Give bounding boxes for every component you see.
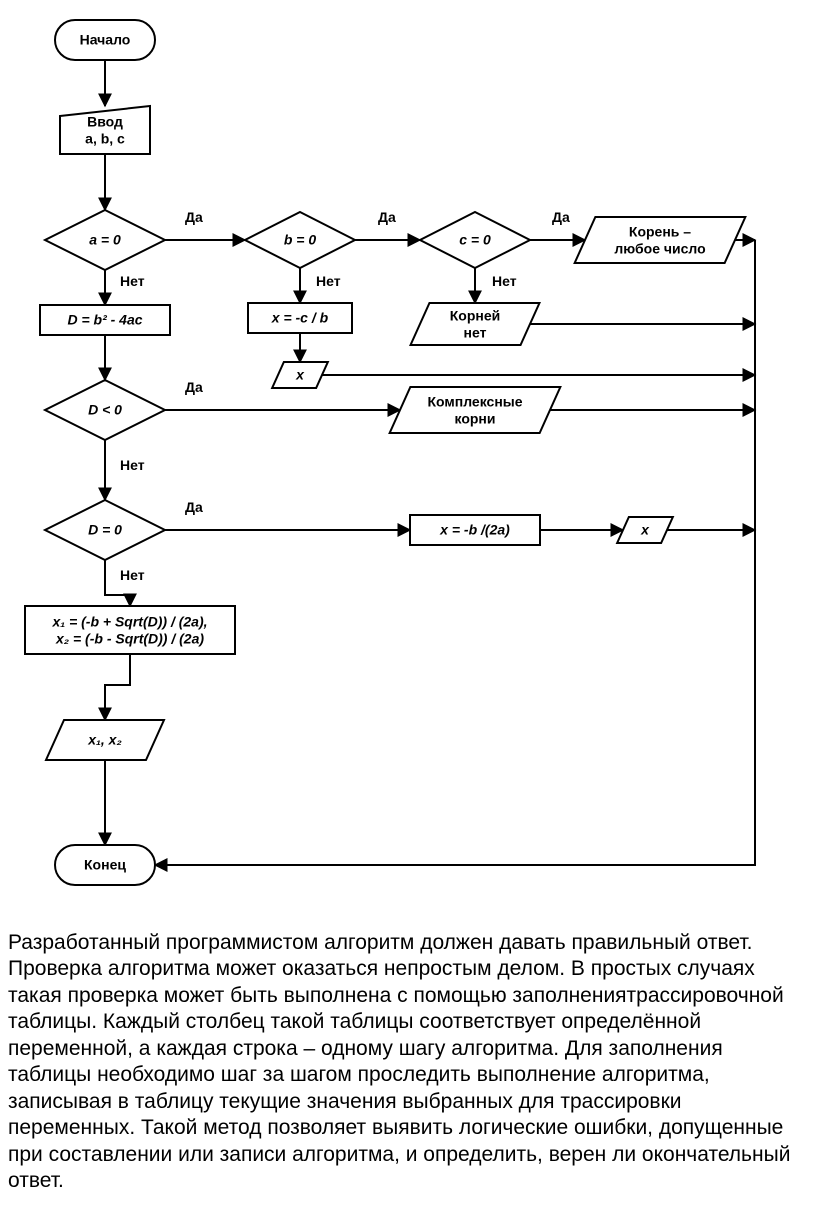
edge-label: Нет [316,273,341,289]
svg-text:x₁ = (-b + Sqrt(D)) / (2a),: x₁ = (-b + Sqrt(D)) / (2a), [51,614,207,630]
svg-text:D = b² - 4ac: D = b² - 4ac [67,312,142,328]
svg-text:нет: нет [464,325,487,341]
node-disc: D = b² - 4ac [40,305,170,335]
node-roots: x₁ = (-b + Sqrt(D)) / (2a),x₂ = (-b - Sq… [25,606,235,654]
svg-text:x: x [295,367,305,383]
node-xcb: x = -c / b [248,303,352,333]
edge-roots-outx12 [105,654,130,720]
svg-text:Корней: Корней [450,308,501,324]
svg-text:a, b, c: a, b, c [85,131,125,147]
edge-label: Да [378,209,396,225]
svg-text:c = 0: c = 0 [459,232,491,248]
svg-text:Корень –: Корень – [629,224,691,240]
flowchart-svg: Да Нет Да Нет Да Нет Да Нет Да Нет Начало Вводa, b,… [0,0,816,930]
node-complex: Комплексныекорни [390,387,561,433]
svg-text:Начало: Начало [80,32,131,48]
edge-label: Нет [120,567,145,583]
node-outx1: x [272,362,328,388]
svg-text:x = -c / b: x = -c / b [271,310,329,326]
node-deq0: D = 0 [45,500,165,560]
svg-text:b = 0: b = 0 [284,232,317,248]
edge-label: Нет [120,457,145,473]
node-noroot: Корнейнет [411,303,540,345]
edge-label: Нет [492,273,517,289]
svg-text:Ввод: Ввод [87,114,123,130]
node-outx2: x [617,517,673,543]
edge-label: Да [185,499,203,515]
edge-label: Да [185,209,203,225]
node-end: Конец [55,845,155,885]
svg-text:Конец: Конец [84,857,126,873]
node-input: Вводa, b, c [60,106,150,154]
node-dlt0: D < 0 [45,380,165,440]
node-b0: b = 0 [245,212,355,268]
svg-text:корни: корни [455,411,496,427]
node-outx12: x₁, x₂ [46,720,164,760]
svg-text:x₂ = (-b - Sqrt(D)) / (2a): x₂ = (-b - Sqrt(D)) / (2a) [55,631,204,647]
node-a0: a = 0 [45,210,165,270]
svg-text:x₁, x₂: x₁, x₂ [87,732,122,748]
node-xb2a: x = -b /(2a) [410,515,540,545]
svg-text:a = 0: a = 0 [89,232,121,248]
svg-text:любое число: любое число [614,241,705,257]
svg-text:D < 0: D < 0 [88,402,122,418]
svg-text:D = 0: D = 0 [88,522,122,538]
svg-text:x: x [640,522,650,538]
svg-text:x = -b /(2a): x = -b /(2a) [439,522,510,538]
node-start: Начало [55,20,155,60]
svg-text:Комплексные: Комплексные [427,394,522,410]
node-c0: c = 0 [420,212,530,268]
description-paragraph: Разработанный программистом алгоритм дол… [8,930,798,1195]
node-anyroot: Корень –любое число [575,217,746,263]
edge-label: Нет [120,273,145,289]
edge-label: Да [185,379,203,395]
edge-label: Да [552,209,570,225]
